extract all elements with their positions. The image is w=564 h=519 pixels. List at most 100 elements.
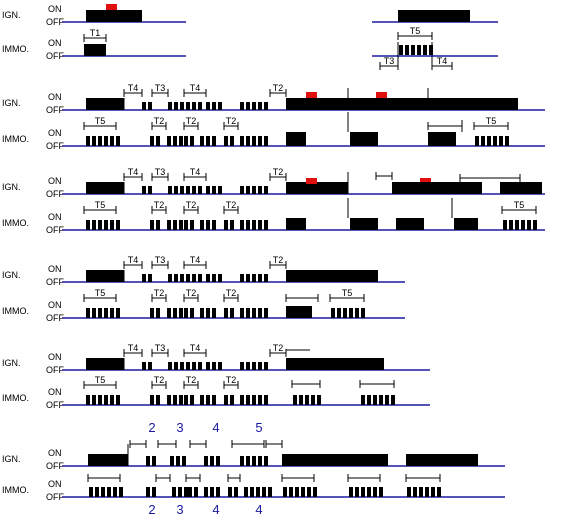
interval-label: T2: [186, 375, 197, 385]
signal-pulse: [206, 102, 210, 110]
signal-pulse: [180, 186, 184, 194]
ign-label: IGN.: [2, 270, 21, 280]
immo-pulse: [246, 136, 250, 146]
immo-pulse: [391, 395, 395, 405]
on-label: ON: [48, 128, 62, 138]
immo-pulse: [104, 308, 108, 318]
interval-label: T1: [90, 28, 101, 38]
immo-pulse: [156, 395, 160, 405]
immo-pulse: [283, 487, 287, 497]
signal-pulse: [206, 186, 210, 194]
immo-pulse: [379, 487, 383, 497]
immo-pulse: [258, 136, 262, 146]
immo-pulse: [110, 395, 114, 405]
immo-pulse: [417, 45, 421, 55]
immo-pulse: [343, 308, 347, 318]
ign-pulse: [286, 182, 348, 194]
immo-pulse: [379, 395, 383, 405]
immo-pulse: [184, 487, 188, 497]
off-label: OFF: [46, 141, 64, 151]
signal-pulse: [258, 362, 262, 370]
ign-pulse: [86, 270, 124, 282]
signal-pulse: [246, 274, 250, 282]
immo-pulse: [179, 308, 183, 318]
immo-pulse: [167, 220, 171, 230]
immo-pulse: [190, 136, 194, 146]
immo-pulse: [527, 220, 531, 230]
signal-pulse: [264, 456, 268, 466]
signal-pulse: [350, 132, 378, 146]
immo-pulse: [150, 308, 154, 318]
ign-pulse: [286, 270, 378, 282]
interval-label: T5: [410, 26, 421, 36]
signal-pulse: [478, 182, 482, 194]
signal-pulse: [186, 186, 190, 194]
interval-label: T4: [190, 343, 201, 353]
signal-pulse: [192, 186, 196, 194]
immo-pulse: [150, 220, 154, 230]
immo-pulse: [250, 487, 254, 497]
immo-pulse: [156, 220, 160, 230]
immo-pulse: [413, 487, 417, 497]
signal-pulse: [88, 454, 128, 466]
signal-pulse: [246, 102, 250, 110]
signal-pulse: [212, 362, 216, 370]
immo-pulse: [150, 395, 154, 405]
immo-pulse: [184, 220, 188, 230]
ign-pulse: [86, 182, 124, 194]
immo-pulse: [475, 136, 479, 146]
on-label: ON: [48, 479, 62, 489]
immo-pulse: [258, 395, 262, 405]
immo-pulse: [167, 308, 171, 318]
immo-pulse: [206, 395, 210, 405]
immo-pulse: [116, 395, 120, 405]
signal-pulse: [240, 362, 244, 370]
interval-label: T3: [155, 343, 166, 353]
off-label: OFF: [46, 365, 64, 375]
signal-pulse: [392, 182, 478, 194]
immo-pulse: [313, 487, 317, 497]
ign-pulse: [86, 358, 124, 370]
immo-pulse: [385, 395, 389, 405]
immo-pulse: [98, 395, 102, 405]
immo-pulse: [423, 45, 427, 55]
interval-label: T2: [186, 288, 197, 298]
on-label: ON: [48, 300, 62, 310]
interval-label: T5: [342, 288, 353, 298]
signal-pulse: [198, 186, 202, 194]
immo-pulse: [419, 487, 423, 497]
immo-label: IMMO.: [2, 393, 29, 403]
immo-pulse: [361, 395, 365, 405]
immo-pulse: [349, 308, 353, 318]
signal-pulse: [240, 456, 244, 466]
immo-pulse: [252, 395, 256, 405]
immo-pulse: [262, 487, 266, 497]
immo-pulse: [240, 395, 244, 405]
signal-pulse: [168, 274, 172, 282]
immo-pulse: [152, 487, 156, 497]
immo-pulse: [295, 487, 299, 497]
signal-pulse: [252, 274, 256, 282]
signal-pulse: [240, 186, 244, 194]
immo-pulse: [172, 487, 176, 497]
immo-pulse: [361, 487, 365, 497]
interval-label: T5: [95, 116, 106, 126]
immo-pulse: [184, 136, 188, 146]
signal-pulse: [180, 274, 184, 282]
immo-pulse: [95, 487, 99, 497]
signal-pulse: [258, 102, 262, 110]
immo-pulse: [429, 45, 433, 55]
ign-label: IGN.: [2, 182, 21, 192]
immo-pulse: [407, 487, 411, 497]
interval-label: T2: [226, 200, 237, 210]
immo-pulse: [179, 136, 183, 146]
signal-pulse: [206, 362, 210, 370]
signal-pulse: [212, 186, 216, 194]
immo-pulse: [246, 308, 250, 318]
immo-pulse: [361, 308, 365, 318]
on-label: ON: [48, 38, 62, 48]
off-label: OFF: [46, 277, 64, 287]
signal-pulse: [186, 102, 190, 110]
off-label: OFF: [46, 189, 64, 199]
